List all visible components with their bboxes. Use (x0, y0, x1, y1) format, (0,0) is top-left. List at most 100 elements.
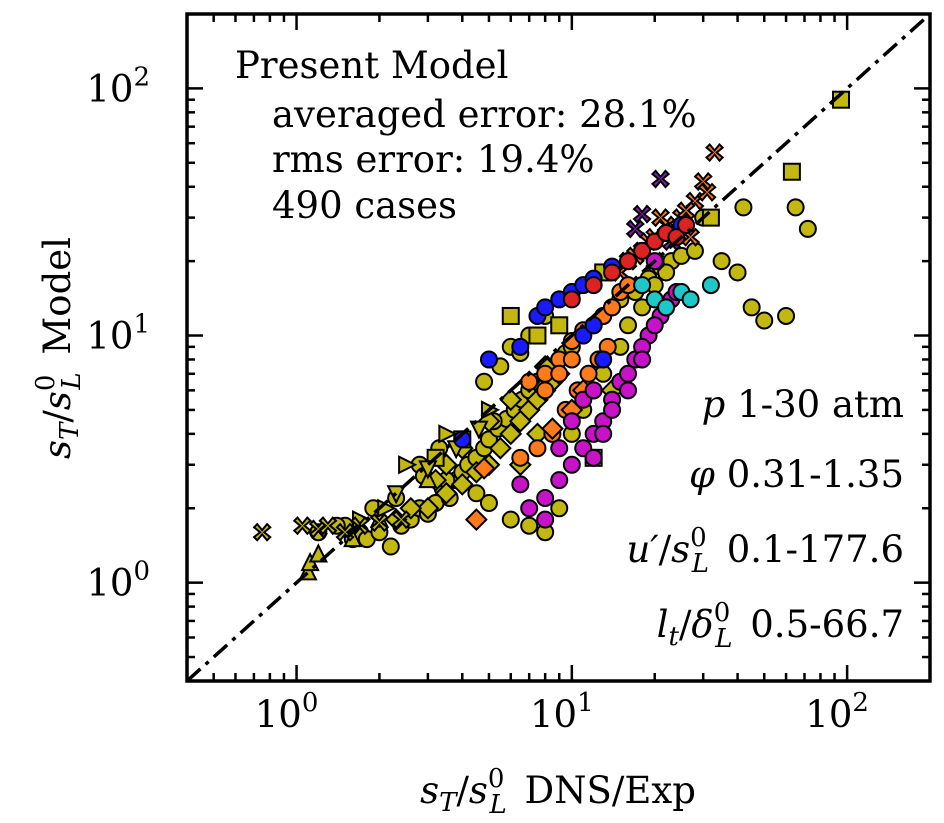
data-point-olive-diamonds (499, 422, 523, 446)
data-point-blue-circles (536, 298, 555, 317)
data-point-cyan-circles (681, 290, 700, 309)
data-point-olive-circles (777, 306, 796, 325)
plot-frame (185, 12, 932, 683)
data-point-purple-crosses (650, 169, 671, 189)
data-point-red-circles (619, 252, 638, 271)
data-point-olive-diamonds (499, 388, 523, 412)
data-point-magenta-circles (603, 400, 622, 419)
x-tick-label: 101 (530, 688, 594, 736)
data-point-orange-circles (603, 298, 622, 317)
data-point-olive-right-triangles (438, 424, 458, 444)
data-point-magenta-circles (511, 475, 530, 494)
data-point-olive-diamonds (434, 481, 458, 505)
lt-range-label: lt/δ0 L 0.5-66.7 (657, 598, 904, 654)
data-point-orange-circles (579, 364, 598, 383)
data-point-orange-crosses (676, 201, 696, 221)
reference-line-y-equals-x (187, 14, 930, 681)
data-point-orange-circles (528, 439, 547, 458)
x-tick-label: 102 (805, 688, 869, 736)
data-point-olive-circles (755, 311, 774, 330)
data-point-red-circles (633, 241, 652, 260)
cases-label: 490 cases (272, 184, 457, 227)
data-point-orange-crosses (704, 142, 725, 163)
data-point-olive-circles (619, 316, 638, 335)
data-point-olive-circles (633, 298, 652, 317)
data-point-olive-crosses (318, 516, 338, 536)
uprime-range-label: u′/s0 L 0.1-177.6 (626, 523, 904, 579)
data-point-blue-circles (479, 350, 498, 369)
data-point-olive-crosses (369, 513, 390, 533)
phi-range-value: 0.31-1.35 (727, 453, 904, 496)
data-point-magenta-circles (536, 510, 555, 529)
data-point-magenta-circles (594, 424, 613, 443)
data-point-orange-circles (511, 448, 530, 467)
data-point-magenta-circles (584, 448, 603, 467)
data-point-red-circles (584, 276, 603, 295)
data-point-cyan-circles (701, 276, 720, 295)
data-point-blue-circles (594, 350, 613, 369)
data-point-orange-diamonds (464, 508, 488, 531)
svg-text:sT/s0L Model: sT/s0L Model (31, 237, 87, 459)
data-point-purple-crosses (625, 219, 645, 239)
data-point-cyan-circles (633, 276, 652, 295)
data-point-blue-circles (511, 337, 530, 356)
x-tick-label: 100 (255, 688, 319, 736)
data-point-purple-crosses (632, 204, 652, 224)
data-point-orange-circles (550, 364, 569, 383)
data-point-olive-crosses (252, 522, 272, 542)
data-point-olive-circles (742, 298, 761, 317)
data-point-orange-circles (520, 372, 539, 391)
data-point-orange-crosses (650, 208, 671, 228)
data-point-magenta-circles (562, 455, 581, 474)
data-point-olive-crosses (391, 509, 411, 530)
data-point-magenta-circles (550, 471, 569, 490)
data-point-olive-squares (501, 306, 520, 325)
data-point-olive-down-triangles (418, 460, 438, 480)
y-axis-label: sT/s0L Model (31, 237, 87, 459)
data-point-orange-circles (562, 350, 581, 369)
data-point-magenta-circles (645, 316, 664, 335)
rms-error-label: rms error: 19.4% (272, 138, 595, 181)
data-point-magenta-circles (536, 489, 555, 508)
data-point-olive-squares (550, 316, 569, 335)
y-tick-label: 102 (86, 62, 150, 110)
data-point-olive-circles (712, 252, 731, 271)
pressure-range-label: p 1-30 atm (702, 383, 904, 426)
y-tick-label: 101 (86, 310, 150, 358)
data-point-magenta-circles (619, 364, 638, 383)
data-point-magenta-circles (562, 412, 581, 431)
data-point-orange-diamonds (472, 456, 496, 480)
data-point-magenta-circles (619, 381, 638, 400)
uprime-range-value: 0.1-177.6 (727, 528, 904, 571)
phi-range-label: φ 0.31-1.35 (689, 453, 904, 496)
data-point-orange-circles (536, 381, 555, 400)
data-point-olive-diamonds (488, 436, 512, 460)
data-point-olive-crosses (292, 516, 312, 536)
chart-title: Present Model (235, 44, 508, 87)
data-point-orange-crosses (697, 182, 717, 202)
data-point-olive-circles (520, 516, 539, 535)
data-point-olive-circles (734, 198, 753, 217)
data-point-magenta-circles (550, 439, 569, 458)
data-point-olive-right-triangles (398, 455, 418, 475)
lt-range-value: 0.5-66.7 (750, 603, 904, 646)
data-point-magenta-circles (520, 499, 539, 518)
data-point-olive-circles (501, 510, 520, 529)
y-tick-label: 100 (86, 557, 150, 605)
data-point-olive-circles (798, 219, 817, 238)
data-point-red-circles (667, 228, 686, 247)
data-point-olive-circles (467, 484, 486, 503)
data-point-olive-circles (475, 372, 494, 391)
data-point-orange-diamonds (540, 417, 564, 441)
data-point-red-circles (562, 290, 581, 309)
data-point-olive-circles (728, 263, 747, 282)
averaged-error-label: averaged error: 28.1% (272, 93, 697, 136)
data-point-cyan-circles (657, 298, 676, 317)
data-point-olive-circles (479, 494, 498, 513)
data-point-olive-circles (550, 499, 569, 518)
pressure-range-value: 1-30 atm (737, 383, 904, 426)
data-point-olive-squares (782, 162, 801, 181)
data-point-olive-diamonds (416, 496, 440, 520)
data-point-olive-squares (528, 326, 547, 345)
